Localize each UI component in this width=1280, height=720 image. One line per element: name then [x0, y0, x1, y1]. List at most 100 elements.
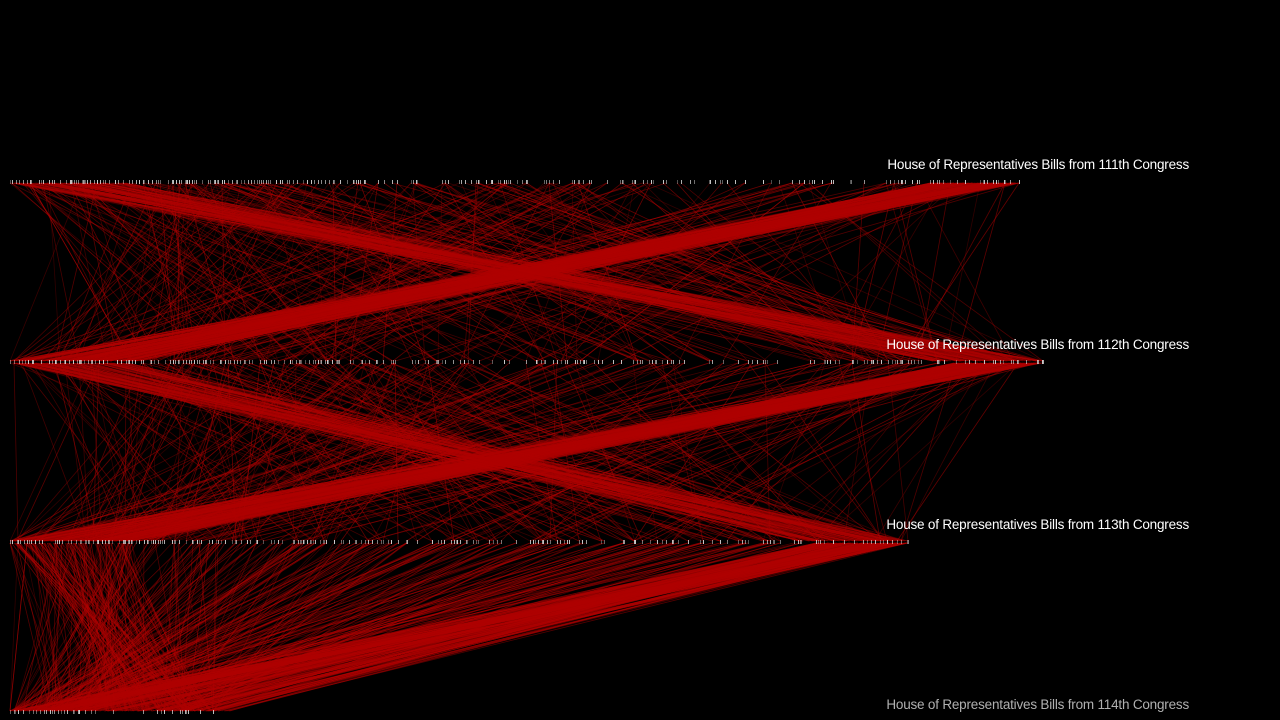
bill-link [427, 362, 455, 542]
bill-link [38, 182, 130, 362]
bill-tick [987, 180, 988, 184]
bill-tick [143, 710, 144, 714]
bill-link [437, 182, 443, 362]
bill-link [97, 542, 128, 712]
bill-link [37, 182, 1040, 362]
bill-tick [49, 180, 50, 184]
bill-link [22, 182, 429, 362]
bill-tick [205, 360, 206, 364]
bill-link [53, 542, 116, 712]
bill-tick [49, 360, 50, 364]
bill-link [885, 182, 938, 362]
bill-tick [577, 360, 578, 364]
bill-tick [164, 710, 165, 714]
bill-tick [794, 540, 795, 544]
bill-link [560, 182, 711, 362]
bill-link [78, 362, 314, 542]
bill-tick [172, 710, 173, 714]
bill-tick [479, 180, 480, 184]
bill-link [14, 542, 180, 712]
bill-tick [857, 360, 858, 364]
bill-tick [301, 360, 302, 364]
bill-tick [212, 540, 213, 544]
bill-tick [700, 540, 701, 544]
bill-tick [186, 360, 187, 364]
bill-link [283, 182, 573, 362]
bill-link [90, 362, 103, 542]
bill-tick [939, 360, 940, 364]
bill-tick [709, 360, 710, 364]
bill-tick [320, 540, 321, 544]
bill-tick [993, 360, 994, 364]
bill-link [104, 542, 132, 712]
bill-link [48, 542, 190, 712]
bill-tick [473, 540, 474, 544]
bill-tick [650, 540, 651, 544]
bill-link [57, 542, 531, 712]
bill-tick [341, 540, 342, 544]
bill-tick [153, 540, 154, 544]
bill-link [138, 362, 302, 542]
bill-tick [175, 540, 176, 544]
bill-tick [109, 180, 110, 184]
bill-link [121, 362, 1035, 542]
bill-tick [448, 180, 449, 184]
bill-tick [584, 360, 585, 364]
bill-tick [132, 540, 133, 544]
bill-link [263, 182, 1005, 362]
bill-link [17, 542, 314, 712]
bill-link [49, 542, 867, 712]
bill-link [648, 362, 825, 542]
bill-tick [129, 360, 130, 364]
bill-tick [567, 360, 568, 364]
bill-tick [975, 360, 976, 364]
bill-tick [418, 360, 419, 364]
bill-tick [14, 710, 15, 714]
bill-link [815, 362, 976, 542]
bill-tick [553, 180, 554, 184]
bill-link [223, 182, 638, 362]
bill-tick [161, 710, 162, 714]
bill-tick [804, 180, 805, 184]
bill-link [66, 542, 200, 712]
bill-tick [61, 710, 62, 714]
bill-tick [220, 360, 221, 364]
bill-link [900, 362, 957, 542]
bill-tick [812, 180, 813, 184]
bill-tick [118, 180, 119, 184]
bill-link [58, 362, 979, 542]
bill-link [214, 542, 905, 712]
bill-link [66, 542, 120, 712]
bill-tick [353, 360, 354, 364]
bill-link [9, 182, 83, 362]
bill-link [48, 182, 177, 362]
bill-tick [504, 360, 505, 364]
bill-link [107, 362, 845, 542]
bill-link [314, 182, 592, 362]
bill-tick [780, 540, 781, 544]
bill-tick [85, 710, 86, 714]
bill-link [221, 182, 663, 362]
bill-link [11, 542, 139, 712]
bill-tick [871, 540, 872, 544]
bill-tick [200, 710, 201, 714]
bill-tick [158, 180, 159, 184]
bill-tick [919, 180, 920, 184]
bill-link [9, 362, 396, 542]
bill-link [64, 362, 87, 542]
bill-tick [80, 540, 81, 544]
bill-link [349, 182, 418, 362]
bill-tick [189, 360, 190, 364]
bill-tick [174, 540, 175, 544]
bill-link [13, 362, 721, 542]
bill-link [122, 182, 1014, 362]
bill-tick [538, 540, 539, 544]
bill-link [310, 362, 510, 542]
bill-link [100, 542, 129, 712]
bill-link [58, 542, 195, 712]
bill-tick [1038, 360, 1039, 364]
bill-tick [338, 360, 339, 364]
bill-link [32, 542, 124, 712]
bill-tick [245, 360, 246, 364]
